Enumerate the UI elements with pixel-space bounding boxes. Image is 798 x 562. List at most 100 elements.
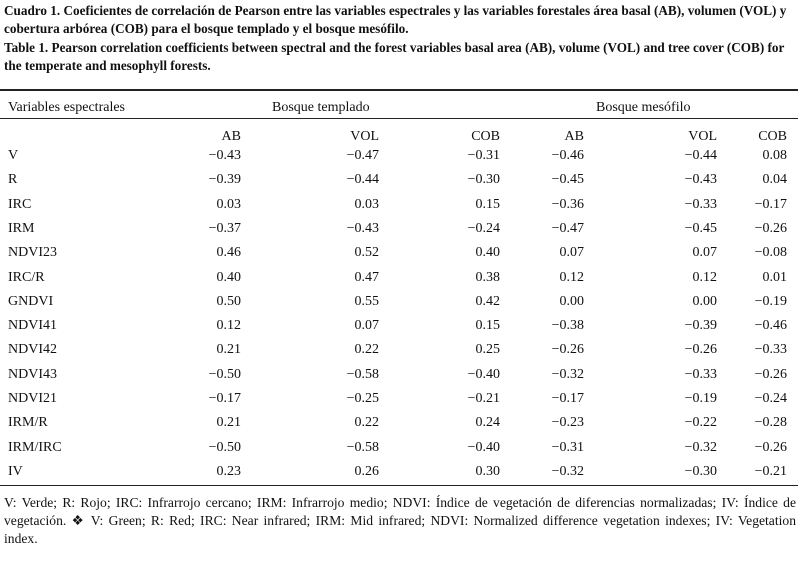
table-cell: −0.26 [754,366,787,382]
table-cell: −0.43 [684,172,717,188]
table-cell: −0.39 [684,318,717,334]
table-cell: −0.30 [467,172,500,188]
row-label: GNDVI [8,293,54,309]
table-cell: 0.01 [762,269,788,285]
variable-header: Variables espectrales [8,100,125,115]
row-label: IRC/R [8,269,45,285]
table-cell: −0.26 [684,342,717,358]
table-cell: −0.23 [551,415,584,431]
table-cell: 0.04 [762,172,788,188]
row-label: NDVI42 [8,342,57,358]
row-label: IRM/R [8,415,48,431]
table-cell: −0.33 [684,366,717,382]
table-cell: −0.24 [467,220,500,236]
column-header: VOL [688,129,717,144]
table-top-rule [0,89,798,91]
table-cell: −0.24 [754,391,787,406]
table-cell: −0.33 [684,196,717,212]
table-cell: 0.15 [475,196,501,212]
table-cell: −0.25 [346,391,379,406]
table-cell: −0.22 [684,415,717,431]
table-cell: −0.50 [208,439,241,455]
table-cell: −0.46 [754,318,787,334]
table-cell: 0.08 [762,148,788,163]
table-cell: 0.24 [475,415,501,431]
table-cell: −0.32 [551,366,584,382]
table-cell: −0.43 [346,220,379,236]
table-cell: 0.12 [692,269,718,285]
column-header: AB [221,129,241,144]
caption-english: Table 1. Pearson correlation coefficient… [4,40,785,73]
table-cell: 0.15 [475,318,501,334]
column-header: AB [564,129,584,144]
table-cell: 0.07 [692,245,718,261]
table-cell: 0.38 [475,269,501,285]
table-cell: −0.26 [754,220,787,236]
table-cell: −0.45 [551,172,584,188]
table-cell: −0.47 [346,148,379,163]
table-cell: 0.00 [692,293,718,309]
table-cell: −0.45 [684,220,717,236]
table-cell: 0.50 [216,293,242,309]
table-cell: −0.32 [684,439,717,455]
table-cell: −0.37 [208,220,241,236]
row-label: NDVI43 [8,366,57,382]
table-cell: −0.08 [754,245,787,261]
table-cell: 0.46 [216,245,242,261]
table-cell: −0.21 [754,463,787,479]
row-label: IRC [8,196,32,212]
table-cell: 0.55 [354,293,380,309]
table-cell: 0.22 [354,415,380,431]
table-header-rule [0,118,798,119]
table-cell: −0.50 [208,366,241,382]
table-cell: −0.17 [754,196,787,212]
footnote: V: Verde; R: Rojo; IRC: Infrarrojo cerca… [4,495,796,546]
table-cell: 0.21 [216,415,242,431]
row-label: NDVI23 [8,245,57,261]
row-label: IRM [8,220,35,236]
group-header-mesophyll: Bosque mesófilo [596,100,691,115]
table-cell: −0.58 [346,366,379,382]
table-cell: −0.36 [551,196,584,212]
row-label: NDVI41 [8,318,57,334]
column-header: VOL [350,129,379,144]
table-cell: 0.25 [475,342,501,358]
table-cell: −0.46 [551,148,584,163]
table-cell: 0.07 [354,318,380,334]
column-header: COB [471,129,500,144]
table-cell: −0.58 [346,439,379,455]
table-cell: −0.26 [551,342,584,358]
table-cell: −0.17 [551,391,584,406]
table-bottom-rule [0,485,798,486]
table-cell: −0.21 [467,391,500,406]
row-label: V [8,148,19,163]
table-cell: 0.12 [216,318,242,334]
table-cell: −0.39 [208,172,241,188]
table-cell: −0.33 [754,342,787,358]
table-cell: −0.26 [754,439,787,455]
table-cell: −0.31 [467,148,500,163]
table-cell: 0.07 [559,245,585,261]
table-cell: 0.23 [216,463,242,479]
row-label: IV [8,463,23,479]
table-cell: 0.26 [354,463,380,479]
table-cell: 0.22 [354,342,380,358]
row-label: NDVI21 [8,391,57,406]
table-cell: −0.30 [684,463,717,479]
table-cell: −0.19 [754,293,787,309]
table-cell: 0.21 [216,342,242,358]
column-header: COB [758,129,787,144]
table-cell: −0.32 [551,463,584,479]
table-cell: −0.44 [684,148,717,163]
table-cell: 0.30 [475,463,501,479]
table-cell: 0.40 [475,245,501,261]
table-cell: 0.03 [354,196,380,212]
table-cell: −0.31 [551,439,584,455]
table-cell: −0.38 [551,318,584,334]
row-label: IRM/IRC [8,439,62,455]
table-cell: −0.43 [208,148,241,163]
table-cell: 0.40 [216,269,242,285]
table-cell: −0.19 [684,391,717,406]
table-cell: −0.17 [208,391,241,406]
caption-spanish: Cuadro 1. Coeficientes de correlación de… [4,3,787,36]
